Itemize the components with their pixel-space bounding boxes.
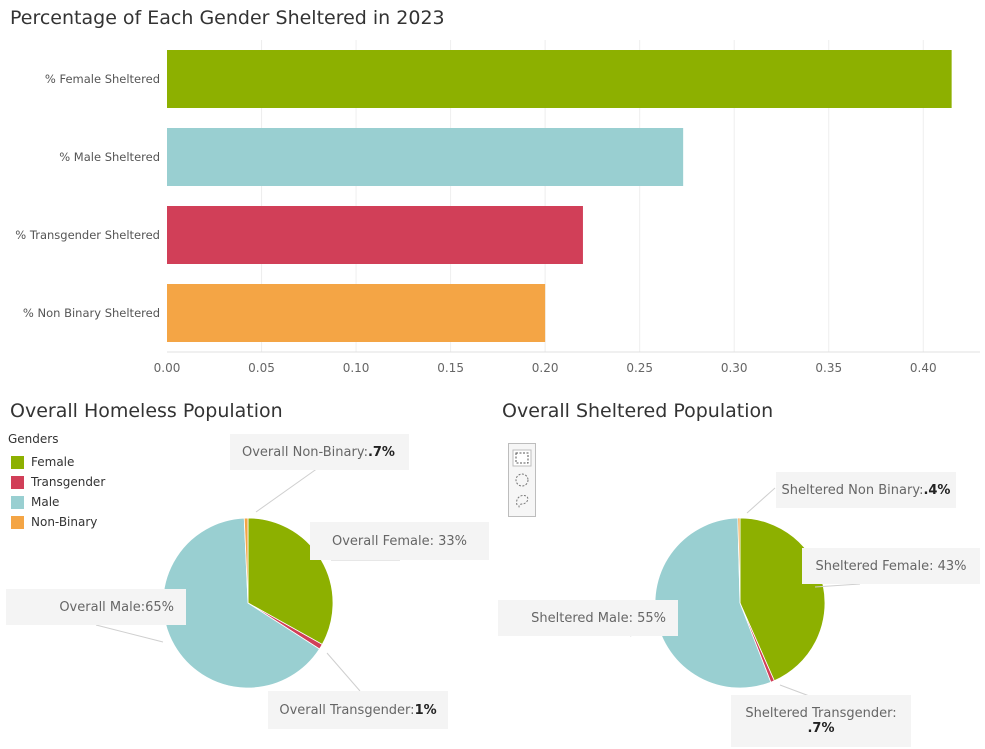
x-tick-label: 0.00 xyxy=(154,361,181,375)
x-tick-label: 0.30 xyxy=(721,361,748,375)
legend-label: Transgender xyxy=(31,475,106,489)
bar[interactable] xyxy=(167,128,684,186)
x-tick-label: 0.40 xyxy=(910,361,937,375)
callout-label: Overall Female: 33% xyxy=(331,533,467,549)
legend-item-transgender[interactable]: Transgender xyxy=(8,472,105,492)
x-tick-label: 0.25 xyxy=(626,361,653,375)
x-tick-label: 0.15 xyxy=(437,361,464,375)
x-tick-label: 0.10 xyxy=(343,361,370,375)
legend-item-female[interactable]: Female xyxy=(8,452,105,472)
selection-toolbar xyxy=(508,443,536,517)
x-tick-label: 0.35 xyxy=(815,361,842,375)
category-label: % Non Binary Sheltered xyxy=(23,306,160,320)
homeless-pie-title: Overall Homeless Population xyxy=(10,400,283,422)
callout-value: .4% xyxy=(923,482,951,498)
legend-swatch xyxy=(11,515,24,529)
legend-title: Genders xyxy=(8,432,59,446)
callout-sheltered-transgender: Sheltered Transgender: .7% xyxy=(731,695,911,747)
pie-slice-non-binary[interactable] xyxy=(737,517,741,604)
leader-line xyxy=(255,467,319,513)
bar-chart: 0.00 0.05 0.10 0.15 0.20 0.25 0.30 0.35 0.40 % Fe… xyxy=(15,40,980,375)
leader-line xyxy=(326,652,361,692)
callout-value: .7% xyxy=(807,721,835,736)
legend-swatch xyxy=(11,495,24,509)
category-label: % Female Sheltered xyxy=(45,72,160,86)
bar[interactable] xyxy=(167,50,952,108)
legend-item-male[interactable]: Male xyxy=(8,492,105,512)
callout-value: 1% xyxy=(414,702,437,718)
x-tick-label: 0.20 xyxy=(532,361,559,375)
legend-item-non-binary[interactable]: Non-Binary xyxy=(8,512,105,532)
callout-sheltered-female: Sheltered Female: 43% xyxy=(802,548,980,584)
callout-homeless-non-binary: Overall Non-Binary: .7% xyxy=(230,434,409,470)
legend-swatch xyxy=(11,475,24,489)
category-label: % Transgender Sheltered xyxy=(15,228,160,242)
callout-label: Overall Non-Binary: xyxy=(242,444,368,460)
callout-sheltered-male: Sheltered Male: 55% xyxy=(498,600,678,636)
callout-homeless-female: Overall Female: 33% xyxy=(310,522,489,560)
legend-swatch xyxy=(11,455,24,469)
callout-label: Sheltered Male: 55% xyxy=(531,610,666,626)
sheltered-pie-title: Overall Sheltered Population xyxy=(502,400,774,422)
callout-label: Sheltered Female: 43% xyxy=(815,558,967,574)
callout-label: Overall Male:65% xyxy=(59,599,174,615)
callout-label: Overall Transgender: xyxy=(279,702,415,718)
callout-label: Sheltered Transgender: xyxy=(745,706,897,721)
callout-value: .7% xyxy=(367,444,395,460)
bar[interactable] xyxy=(167,284,546,342)
x-tick-label: 0.05 xyxy=(248,361,275,375)
callout-homeless-transgender: Overall Transgender: 1% xyxy=(268,691,448,729)
pie-slice-male[interactable] xyxy=(162,517,321,689)
bar[interactable] xyxy=(167,206,583,264)
pie-slice-non-binary[interactable] xyxy=(243,517,249,604)
category-label: % Male Sheltered xyxy=(59,150,160,164)
lasso-select-icon[interactable] xyxy=(516,495,529,509)
callout-sheltered-non-binary: Sheltered Non Binary: .4% xyxy=(776,472,956,508)
bar-chart-title: Percentage of Each Gender Sheltered in 2… xyxy=(10,7,445,29)
legend-label: Non-Binary xyxy=(31,515,98,529)
rectangle-select-icon[interactable] xyxy=(512,449,532,467)
callout-homeless-male: Overall Male:65% xyxy=(6,589,186,625)
legend-label: Male xyxy=(31,495,60,509)
leader-line xyxy=(814,583,861,588)
gender-legend: Genders Female Transgender Male Non-Bina… xyxy=(8,432,105,532)
legend-label: Female xyxy=(31,455,75,469)
leader-line xyxy=(95,624,164,643)
radial-select-icon[interactable] xyxy=(515,473,529,487)
leader-line xyxy=(746,487,776,514)
callout-label: Sheltered Non Binary: xyxy=(781,482,924,498)
